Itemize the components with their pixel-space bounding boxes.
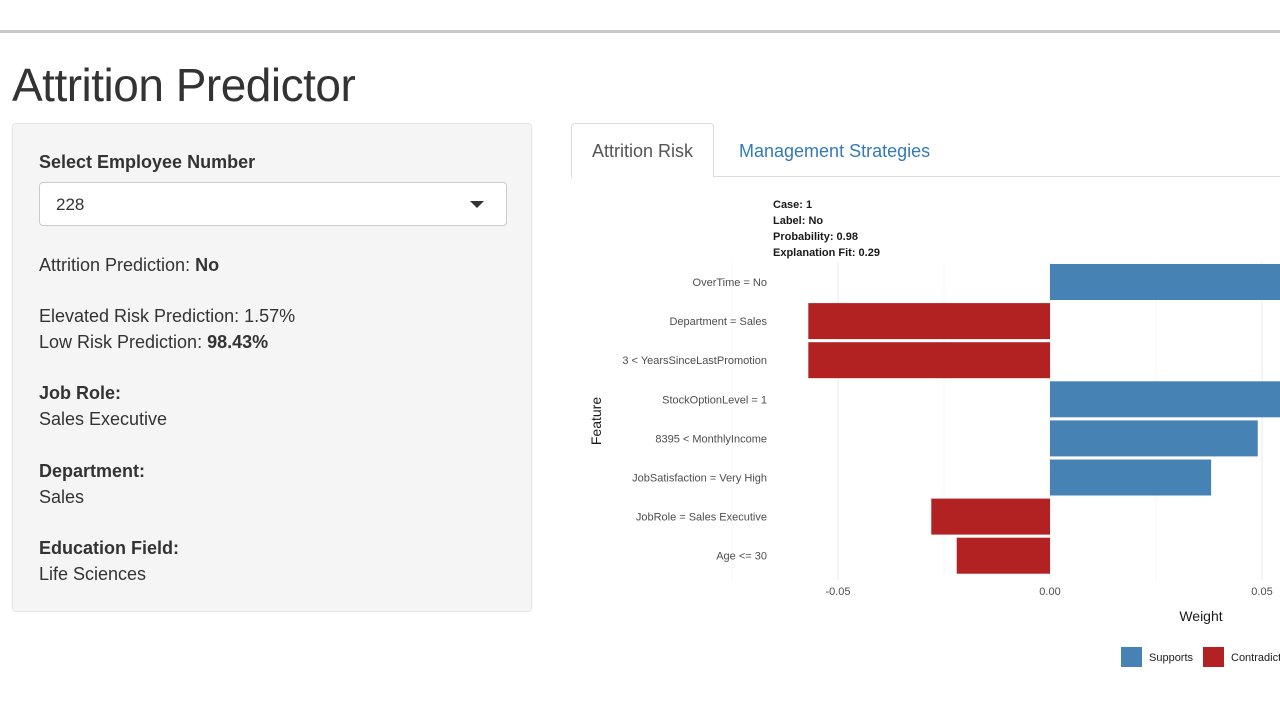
bar-0 xyxy=(1050,264,1280,300)
department-value: Sales xyxy=(39,487,85,507)
employee-number-select[interactable]: 228 xyxy=(39,182,507,226)
sidebar-panel: Select Employee Number 228 Attrition Pre… xyxy=(12,123,532,612)
bar-6 xyxy=(931,498,1050,535)
low-risk-label: Low Risk Prediction: xyxy=(39,332,208,352)
tab-attrition-risk[interactable]: Attrition Risk xyxy=(571,123,715,178)
category-label-0: OverTime = No xyxy=(693,277,767,289)
job-role-label: Job Role: xyxy=(39,383,122,403)
bar-5 xyxy=(1050,459,1212,496)
x-tick-label-1: 0.00 xyxy=(1039,586,1060,598)
page-title: Attrition Predictor xyxy=(12,59,356,111)
category-label-7: Age <= 30 xyxy=(716,551,767,563)
legend-label-supports: Supports xyxy=(1149,652,1194,664)
education-field-value: Life Sciences xyxy=(39,564,147,584)
chevron-down-icon xyxy=(470,201,484,208)
employee-number-value: 228 xyxy=(56,195,85,214)
bar-7 xyxy=(956,537,1050,574)
low-risk-prediction: Low Risk Prediction: 98.43% xyxy=(39,332,268,353)
category-label-4: 8395 < MonthlyIncome xyxy=(655,433,767,445)
case-line-1: Label: No xyxy=(773,215,823,227)
legend-label-contradicts: Contradicts xyxy=(1231,652,1280,664)
feature-weight-chart: OverTime = No Department = Sales 3 < Years… xyxy=(571,180,1280,700)
case-line-3: Explanation Fit: 0.29 xyxy=(773,247,880,259)
y-axis-title: Feature xyxy=(588,397,604,445)
x-tick-label-2: 0.05 xyxy=(1251,586,1272,598)
department-label: Department: xyxy=(39,461,146,481)
bar-1 xyxy=(808,303,1050,340)
top-rule xyxy=(0,30,1280,33)
elevated-risk-label: Elevated Risk Prediction: xyxy=(39,306,245,326)
elevated-risk-value: 1.57% xyxy=(244,306,296,326)
bar-4 xyxy=(1050,420,1258,457)
elevated-risk-prediction: Elevated Risk Prediction: 1.57% xyxy=(39,306,295,327)
bar-2 xyxy=(808,342,1050,379)
attrition-prediction-value: No xyxy=(195,255,220,275)
legend-swatch-contradicts xyxy=(1203,647,1224,667)
bar-3 xyxy=(1050,381,1280,418)
category-label-5: JobSatisfaction = Very High xyxy=(632,473,767,485)
category-label-3: StockOptionLevel = 1 xyxy=(662,394,767,406)
x-axis-title: Weight xyxy=(1179,608,1222,624)
job-role-value: Sales Executive xyxy=(39,409,168,429)
category-label-2: 3 < YearsSinceLastPromotion xyxy=(622,355,767,367)
case-line-0: Case: 1 xyxy=(773,199,812,211)
legend-swatch-supports xyxy=(1121,647,1142,667)
case-line-2: Probability: 0.98 xyxy=(773,231,858,243)
tab-management-strategies[interactable]: Management Strategies xyxy=(739,141,931,161)
low-risk-value: 98.43% xyxy=(207,332,269,352)
x-tick-label-0: -0.05 xyxy=(825,586,850,598)
attrition-prediction: Attrition Prediction: No xyxy=(39,255,219,276)
chart-svg: OverTime = No Department = Sales 3 < Years… xyxy=(588,199,1280,667)
category-label-1: Department = Sales xyxy=(669,316,767,328)
attrition-prediction-label: Attrition Prediction: xyxy=(39,255,196,275)
education-field-label: Education Field: xyxy=(39,538,180,558)
category-label-6: JobRole = Sales Executive xyxy=(636,512,767,524)
select-employee-label: Select Employee Number xyxy=(39,152,256,172)
tab-bar: Attrition Risk Management Strategies xyxy=(571,123,1280,178)
